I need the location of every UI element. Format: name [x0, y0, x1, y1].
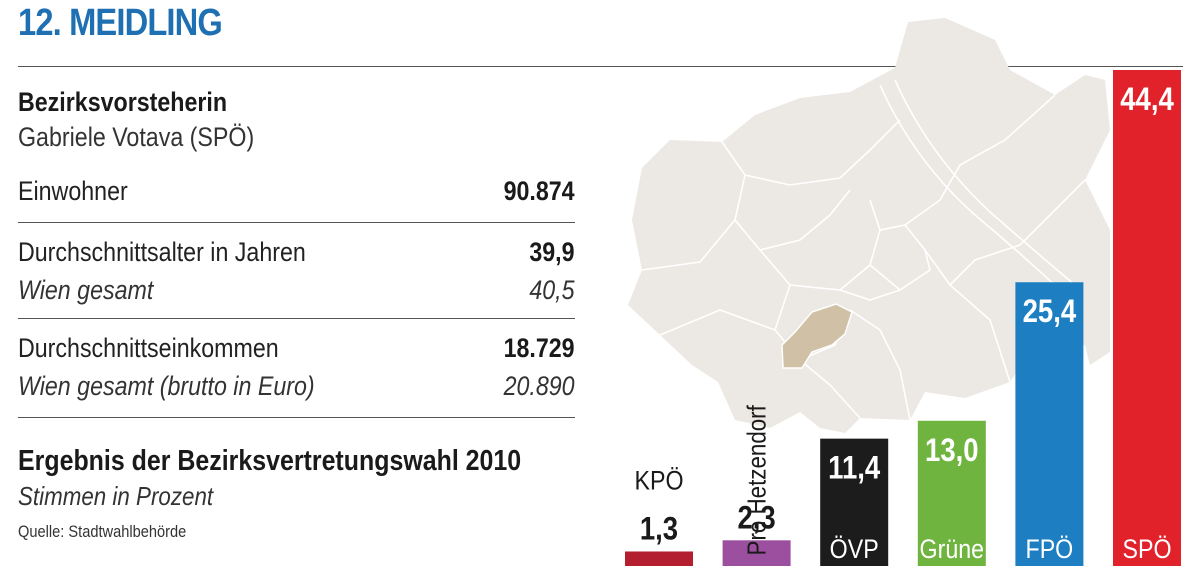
mayor-name: Gabriele Votava (SPÖ)	[18, 122, 255, 152]
category-label-pro-hetzendorf: Pro Hetzendorf	[743, 405, 772, 556]
category-label-grüne: Grüne	[920, 534, 985, 564]
avg-age-value: 39,9	[529, 237, 575, 267]
bar-spö	[1113, 70, 1181, 566]
bar-fpö	[1015, 282, 1084, 566]
data-label-spö: 44,4	[1120, 82, 1174, 117]
data-label-kpö: 1,3	[640, 512, 678, 547]
district-info-panel: Bezirksvorsteherin Gabriele Votava (SPÖ)…	[18, 84, 575, 546]
data-label-övp: 11,4	[828, 451, 880, 486]
meidling-district	[781, 303, 853, 369]
avg-age-vienna-value: 40,5	[529, 275, 575, 305]
population-row: Einwohner 90.874	[18, 162, 575, 223]
category-label-spö: SPÖ	[1122, 534, 1171, 564]
data-label-grüne: 13,0	[925, 433, 979, 468]
source-note: Quelle: Stadtwahlbehörde	[18, 522, 187, 541]
data-label-pro-hetzendorf: 2,3	[737, 500, 775, 535]
election-title: Ergebnis der Bezirksvertretungswahl 2010	[18, 445, 522, 477]
avg-age-label: Durchschnittsalter in Jahren	[18, 237, 306, 267]
avg-income-vienna-value: 20.890	[503, 371, 575, 401]
avg-age-vienna-label: Wien gesamt	[18, 275, 154, 305]
mayor-label: Bezirksvorsteherin	[18, 87, 228, 117]
district-borders	[641, 79, 1086, 421]
bar-pro-hetzendorf	[722, 540, 791, 566]
avg-income-row: Durchschnittseinkommen 18.729 Wien gesam…	[18, 319, 575, 418]
bar-övp	[820, 438, 889, 566]
category-label-kpö: KPÖ	[634, 466, 683, 496]
page-title: 12. MEIDLING	[18, 2, 223, 44]
data-label-fpö: 25,4	[1023, 294, 1077, 329]
election-subtitle: Stimmen in Prozent	[18, 481, 214, 511]
avg-income-vienna-label: Wien gesamt (brutto in Euro)	[18, 371, 315, 401]
population-value: 90.874	[503, 176, 575, 206]
category-label-övp: ÖVP	[830, 534, 879, 564]
population-label: Einwohner	[18, 176, 128, 206]
avg-age-row: Durchschnittsalter in Jahren 39,9 Wien g…	[18, 223, 575, 319]
title-divider	[18, 66, 1183, 67]
bar-grüne	[917, 420, 986, 566]
avg-income-label: Durchschnittseinkommen	[18, 333, 279, 363]
vienna-map	[628, 18, 1110, 433]
avg-income-value: 18.729	[503, 333, 575, 363]
category-label-fpö: FPÖ	[1026, 534, 1074, 564]
vienna-map-land	[628, 18, 1110, 433]
bar-kpö	[625, 551, 693, 566]
